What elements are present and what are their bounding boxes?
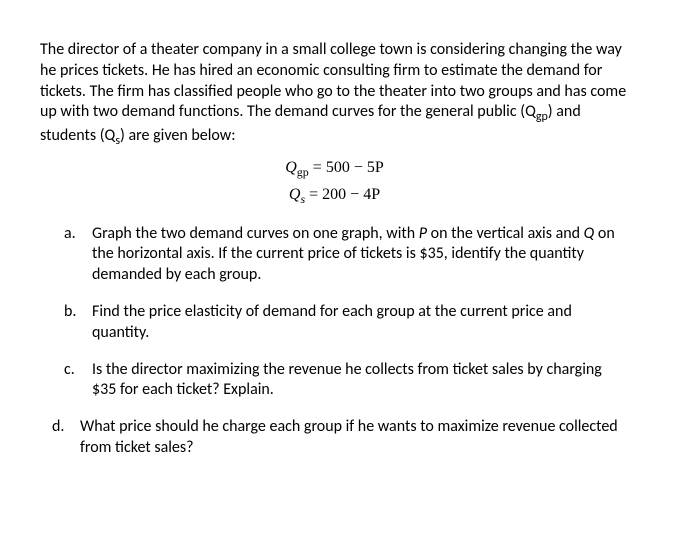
equations-block: Qgp = 500 − 5P Qs = 200 − 4P — [40, 158, 629, 208]
eq1-sub: gp — [297, 165, 309, 179]
equation-s: Qs = 200 − 4P — [40, 185, 629, 208]
equation-gp: Qgp = 500 − 5P — [40, 158, 629, 181]
question-d-text: What price should he charge each group i… — [80, 417, 629, 459]
question-c-text: Is the director maximizing the revenue h… — [92, 360, 629, 402]
question-d: d. What price should he charge each grou… — [40, 417, 629, 459]
marker-d: d. — [52, 417, 80, 459]
eq1-var: Q — [285, 159, 297, 176]
intro-paragraph: The director of a theater company in a s… — [40, 40, 629, 150]
eq2-rhs: = 200 − 4P — [305, 186, 380, 203]
question-b-text: Find the price elasticity of demand for … — [92, 302, 629, 344]
question-a-text: Graph the two demand curves on one graph… — [92, 224, 629, 286]
intro-text-part1: The director of a theater company in a s… — [40, 40, 626, 121]
question-c: c. Is the director maximizing the revenu… — [40, 360, 629, 402]
question-list: a. Graph the two demand curves on one gr… — [40, 224, 629, 459]
question-a: a. Graph the two demand curves on one gr… — [40, 224, 629, 286]
eq2-var: Q — [289, 186, 301, 203]
intro-text-part3: ) are given below: — [120, 126, 235, 145]
marker-b: b. — [64, 302, 92, 344]
question-b: b. Find the price elasticity of demand f… — [40, 302, 629, 344]
eq1-rhs: = 500 − 5P — [309, 159, 384, 176]
marker-c: c. — [64, 360, 92, 402]
intro-sub-gp: gp — [536, 111, 548, 125]
marker-a: a. — [64, 224, 92, 286]
